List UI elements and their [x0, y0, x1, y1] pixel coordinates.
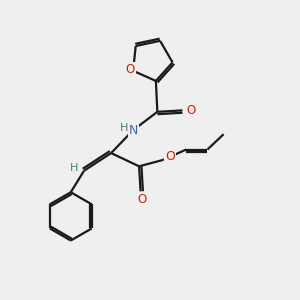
Text: N: N	[128, 124, 138, 136]
Text: O: O	[165, 150, 175, 164]
Text: H: H	[70, 163, 79, 173]
Text: O: O	[125, 63, 135, 76]
Text: O: O	[137, 193, 147, 206]
Text: O: O	[186, 104, 195, 117]
Text: H: H	[120, 123, 128, 133]
